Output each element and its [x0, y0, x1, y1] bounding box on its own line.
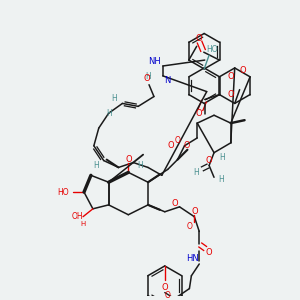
Text: HO: HO — [58, 188, 69, 196]
Text: O: O — [196, 34, 202, 43]
Text: H: H — [194, 168, 199, 177]
Text: O: O — [171, 200, 178, 208]
Text: O: O — [168, 141, 175, 150]
Text: OH: OH — [71, 212, 83, 221]
Text: O: O — [206, 248, 212, 257]
Text: O: O — [187, 222, 192, 231]
Text: H: H — [80, 220, 86, 226]
Text: O: O — [227, 72, 234, 81]
Text: O: O — [183, 141, 189, 150]
Text: NH: NH — [148, 57, 161, 66]
Text: H: H — [93, 161, 99, 170]
Text: HN: HN — [186, 254, 199, 262]
Text: H: H — [219, 153, 225, 162]
Text: O: O — [227, 90, 234, 99]
Text: N: N — [164, 76, 171, 85]
Text: O: O — [161, 283, 168, 292]
Text: H: H — [112, 94, 117, 103]
Text: O: O — [165, 291, 171, 300]
Text: O: O — [196, 109, 202, 118]
Text: O: O — [125, 155, 132, 164]
Text: HO: HO — [206, 45, 218, 54]
Text: O: O — [240, 66, 246, 75]
Text: H: H — [145, 72, 151, 81]
Text: O: O — [191, 207, 198, 216]
Text: O: O — [144, 74, 150, 83]
Text: O: O — [206, 156, 212, 165]
Text: O: O — [175, 136, 181, 146]
Text: H: H — [106, 109, 112, 118]
Text: H: H — [218, 175, 224, 184]
Text: H: H — [137, 161, 143, 170]
